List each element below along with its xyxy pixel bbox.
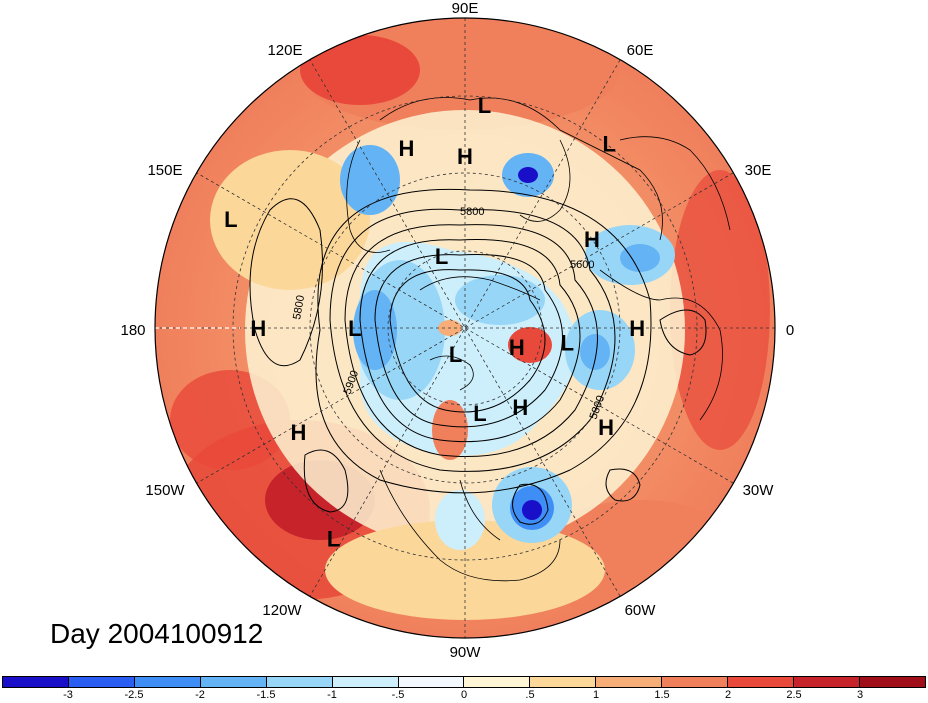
high-pressure-label: H: [399, 136, 415, 161]
longitude-label: 90W: [450, 644, 482, 661]
colorbar-tick-label: -1.5: [256, 689, 276, 701]
longitude-label: 150W: [145, 482, 185, 499]
colorbar-tick-label: 2: [724, 689, 732, 701]
contour-label: 5800: [291, 294, 307, 320]
colorbar-swatch: [464, 677, 531, 687]
colorbar-swatch: [859, 677, 925, 687]
longitude-label: 60W: [625, 602, 657, 619]
colorbar-swatch: [794, 677, 860, 687]
longitude-label: 30E: [745, 162, 772, 179]
colorbar-swatch: [332, 677, 399, 687]
longitude-label: 0: [786, 322, 794, 339]
colorbar-tick-label: -2: [195, 689, 205, 701]
high-pressure-label: H: [584, 227, 600, 252]
longitude-label: 30W: [743, 482, 775, 499]
contour-label: 5800: [460, 206, 484, 218]
low-pressure-label: L: [224, 207, 237, 232]
colorbar-swatch: [596, 677, 663, 687]
anomaly-field: [155, 18, 775, 638]
high-pressure-label: H: [512, 395, 528, 420]
colorbar-tick-label: -3: [63, 689, 73, 701]
day-label: Day 2004100912: [50, 618, 264, 649]
high-pressure-label: H: [250, 316, 266, 341]
low-pressure-label: L: [435, 244, 448, 269]
colorbar-swatch: [728, 677, 795, 687]
low-pressure-label: L: [561, 330, 574, 355]
globe-outline: [154, 17, 776, 639]
high-pressure-label: H: [629, 316, 645, 341]
high-pressure-label: H: [457, 144, 473, 169]
pressure-centers: H L H L H L H L L H H L L L H H H L: [224, 93, 645, 551]
colorbar-swatch: [266, 677, 333, 687]
colorbar-swatch: [68, 677, 135, 687]
colorbar-ticks: -3 -2.5 -2 -1.5 -1 -.5 0 .5 1 1.5 2 2.5 3: [0, 689, 928, 703]
colorbar-tick-label: 0: [460, 689, 468, 701]
colorbar-swatch: [530, 677, 597, 687]
high-pressure-label: H: [509, 335, 525, 360]
longitude-label: 150E: [147, 162, 182, 179]
low-pressure-label: L: [478, 93, 491, 118]
low-pressure-label: L: [473, 401, 486, 426]
high-pressure-label: H: [291, 420, 307, 445]
colorbar-tick-label: -.5: [391, 689, 405, 701]
colorbar-swatch: [662, 677, 729, 687]
low-pressure-label: L: [327, 526, 340, 551]
colorbar-tick-label: -2.5: [124, 689, 144, 701]
colorbar-tick-label: 1: [592, 689, 600, 701]
longitude-label: 120E: [267, 42, 302, 59]
colorbar-tick-label: 3: [856, 689, 864, 701]
low-pressure-label: L: [602, 131, 615, 156]
low-pressure-label: L: [348, 316, 361, 341]
colorbar-swatch: [200, 677, 267, 687]
high-pressure-label: H: [598, 415, 614, 440]
colorbar-tick-label: -1: [327, 689, 337, 701]
contour-label: 5600: [570, 259, 594, 271]
longitude-label: 120W: [262, 602, 302, 619]
height-contours: [249, 188, 707, 525]
colorbar-swatch: [398, 677, 465, 687]
longitude-label: 180: [120, 322, 145, 339]
colorbar-tick-label: 1.5: [654, 689, 670, 701]
colorbar: [2, 676, 926, 688]
longitude-labels: 90E 60E 30E 0 30W 60W 90W 120W 150W 180 150E 120E: [120, 0, 794, 661]
colorbar-swatch: [3, 677, 69, 687]
colorbar-tick-label: 2.5: [786, 689, 802, 701]
longitude-label: 90E: [452, 0, 479, 17]
longitude-label: 60E: [627, 42, 654, 59]
colorbar-tick-label: .5: [525, 689, 535, 701]
low-pressure-label: L: [449, 342, 462, 367]
colorbar-swatch: [134, 677, 201, 687]
graticule: [155, 18, 775, 638]
